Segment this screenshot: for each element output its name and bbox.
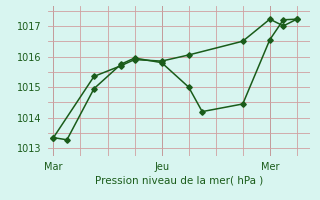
X-axis label: Pression niveau de la mer( hPa ): Pression niveau de la mer( hPa ) <box>95 175 263 185</box>
